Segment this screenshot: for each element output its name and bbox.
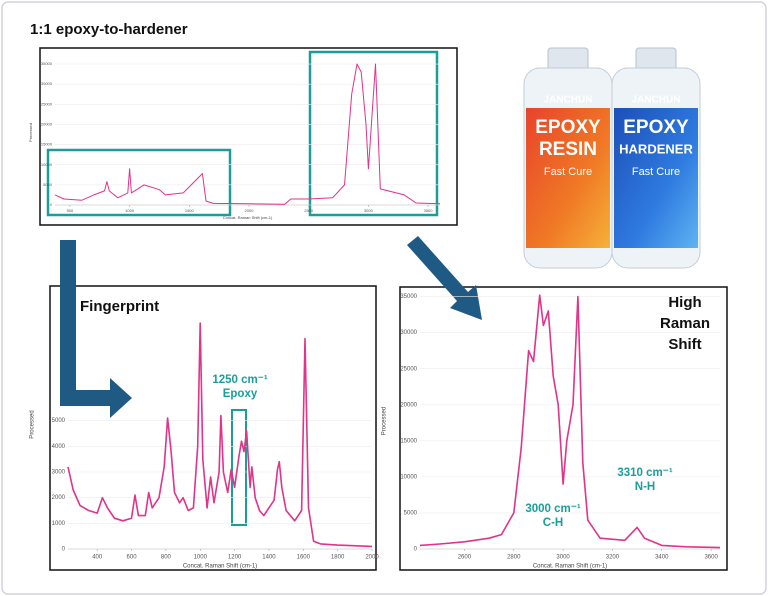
x-tick-label: 1800 [331,555,345,561]
cap [635,47,677,71]
x-tick-label: 1600 [297,555,311,561]
panel-title: Fingerprint [80,298,159,315]
x-tick-label: 3400 [655,555,669,561]
y-tick-label: 30000 [400,330,417,336]
arrow [60,240,132,418]
x-tick-label: 2800 [507,555,521,561]
spectrum-line [54,63,441,205]
product-photo [523,47,701,269]
x-tick-label: 600 [127,555,138,561]
y-tick-label: 0 [50,202,53,207]
annotation: 1250 cm⁻¹ [212,374,267,386]
y-tick-label: 10000 [41,162,53,167]
annotation: 3000 cm⁻¹ [525,503,580,515]
y-tick-label: 5000 [404,511,418,517]
x-tick-label: 800 [161,555,172,561]
slide-title: 1:1 epoxy-to-hardener [30,21,188,38]
x-axis-label: Concat. Raman Shift (cm-1) [183,564,257,570]
y-axis-label: Processed [28,123,33,142]
panel-title: High Raman Shift [659,294,711,353]
y-tick-label: 0 [62,547,66,553]
y-tick-label: 20000 [41,122,53,127]
product-tag: Fast Cure [544,166,592,178]
x-tick-label: 2600 [458,555,472,561]
x-tick-label: 500 [67,208,74,213]
y-tick-label: 30000 [41,81,53,86]
y-tick-label: 25000 [41,101,53,106]
annotation: N-H [635,481,655,493]
brand: JANCHUN [544,95,593,106]
y-tick-label: 20000 [400,402,417,408]
x-tick-label: 3000 [364,208,374,213]
y-tick-label: 35000 [41,61,53,66]
product-name: RESIN [539,139,597,160]
y-tick-label: 15000 [41,142,53,147]
y-tick-label: 2000 [52,495,66,501]
fingerprint-region-box [46,148,232,217]
arrow [407,236,482,320]
product-name: HARDENER [619,141,693,156]
x-tick-label: 3000 [556,555,570,561]
y-tick-label: 0 [414,547,418,553]
y-axis-label: Processed [382,407,388,435]
x-axis-label: Concat. Raman Shift (cm-1) [533,564,607,570]
y-axis-label: Processed [30,410,36,438]
overview-frame [39,47,458,226]
product-name: EPOXY [535,117,601,138]
annotation: 3310 cm⁻¹ [617,467,672,479]
x-tick-label: 1500 [185,208,195,213]
x-tick-label: 3500 [424,208,434,213]
high-shift-frame [399,286,728,571]
y-tick-label: 10000 [400,474,417,480]
y-tick-label: 35000 [400,294,417,300]
bottle-label [614,108,698,248]
y-tick-label: 5000 [52,418,66,424]
x-tick-label: 3200 [606,555,620,561]
product-name: EPOXY [623,117,689,138]
bottle-label [526,108,610,248]
fingerprint-frame [49,285,377,571]
spectrum-line [67,322,373,548]
x-tick-label: 1400 [262,555,276,561]
x-tick-label: 3600 [704,555,718,561]
x-tick-label: 1000 [194,555,208,561]
product-tag: Fast Cure [632,166,680,178]
y-tick-label: 25000 [400,366,417,372]
y-tick-label: 3000 [52,470,66,476]
y-tick-label: 4000 [52,444,66,450]
y-tick-label: 1000 [52,521,66,527]
x-tick-label: 400 [92,555,103,561]
spectrum-line [419,294,721,549]
y-tick-label: 5000 [43,182,53,187]
x-tick-label: 1200 [228,555,242,561]
cap [547,47,589,71]
epoxy-peak-box [231,409,247,526]
annotation: Epoxy [223,388,258,400]
x-axis-label: Concat. Raman Shift (cm-1) [223,215,273,220]
x-tick-label: 2000 [245,208,255,213]
brand: JANCHUN [632,95,681,106]
annotation: C-H [543,517,563,529]
y-tick-label: 15000 [400,438,417,444]
x-tick-label: 1000 [125,208,135,213]
x-tick-label: 2000 [365,555,379,561]
high-region-box [308,50,439,217]
x-tick-label: 2500 [304,208,314,213]
